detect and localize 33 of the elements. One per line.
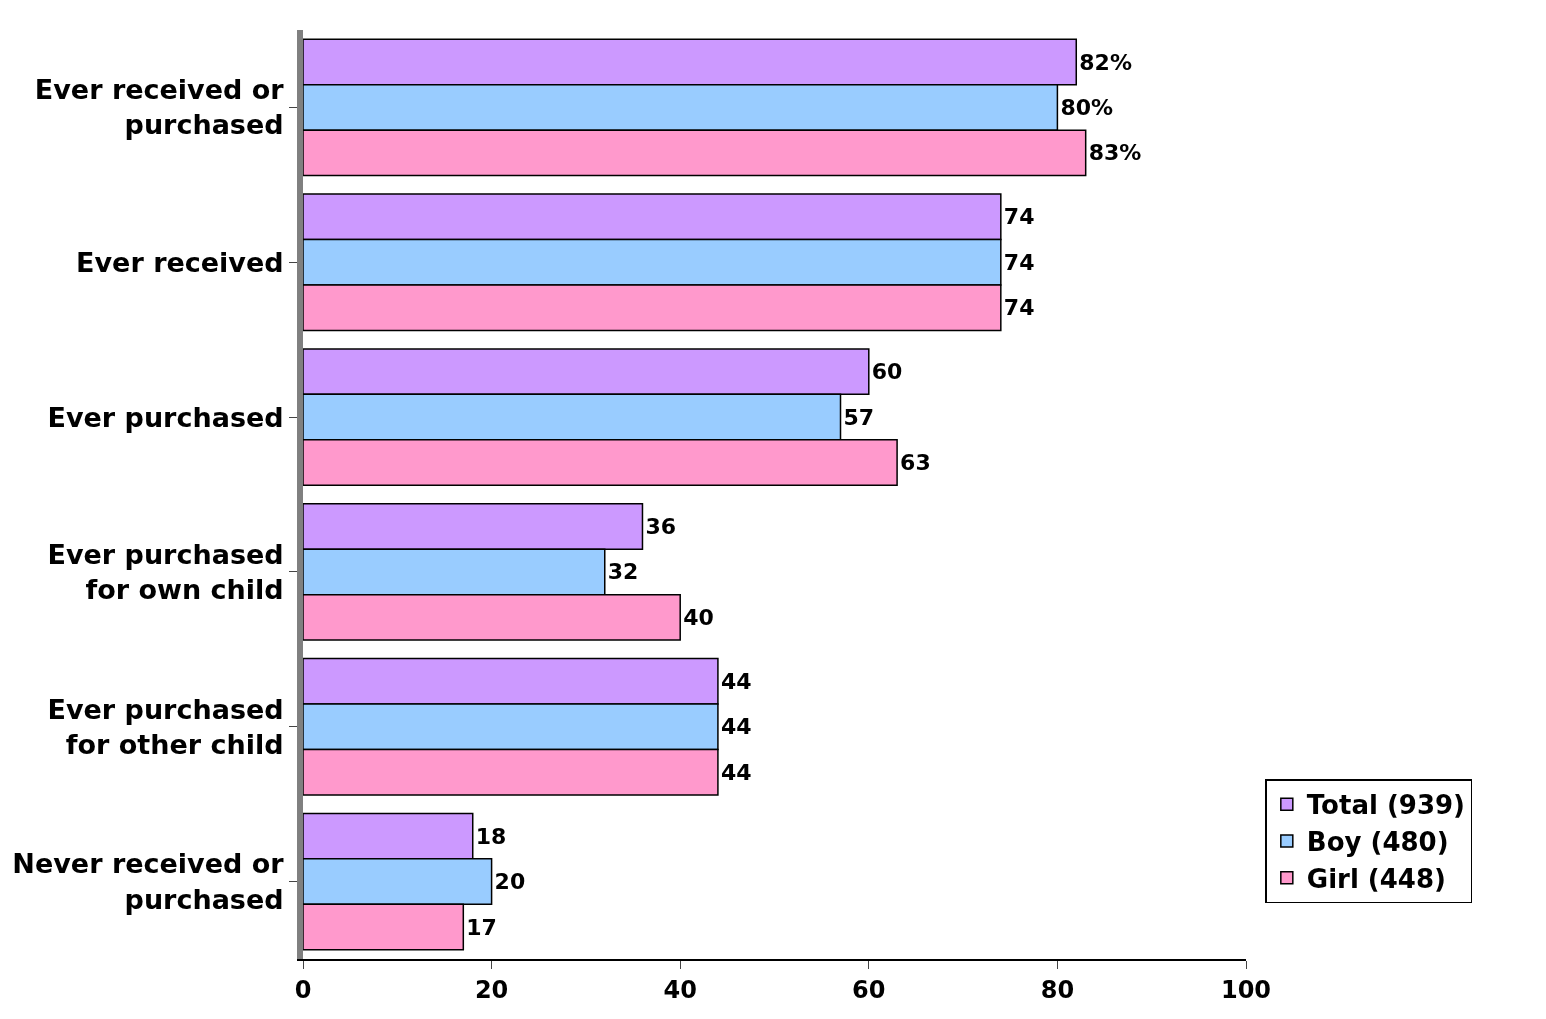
- data-label: 40: [683, 604, 714, 630]
- y-tick-label: Never received or purchased: [12, 848, 285, 915]
- data-label: 44: [720, 668, 752, 694]
- data-label: 57: [843, 404, 875, 430]
- data-label: 60: [871, 359, 903, 385]
- data-label: 83%: [1088, 140, 1142, 166]
- data-label: 74: [1003, 295, 1035, 321]
- data-label: 80%: [1060, 94, 1114, 120]
- y-tick-label: Ever purchased for other child: [47, 693, 284, 760]
- data-label: 44: [720, 759, 752, 785]
- y-tick-label: Ever received or purchased: [34, 74, 285, 141]
- data-label: 32: [607, 559, 639, 585]
- legend-label: Boy (480): [1306, 827, 1449, 858]
- y-tick-label: Ever purchased: [47, 401, 284, 433]
- data-label: 74: [1003, 204, 1035, 230]
- data-label: 17: [466, 914, 497, 940]
- x-tick-label: 60: [852, 975, 886, 1004]
- data-label: 82%: [1079, 49, 1132, 75]
- data-label: 44: [720, 714, 752, 740]
- legend-label: Total (939): [1306, 790, 1465, 821]
- x-tick-label: 20: [474, 975, 509, 1004]
- x-tick-label: 0: [294, 975, 312, 1004]
- x-tick-label: 40: [663, 975, 697, 1004]
- x-tick-label: 80: [1040, 975, 1075, 1004]
- legend-label: Girl (448): [1306, 863, 1446, 894]
- data-label: 20: [494, 869, 526, 895]
- data-label: 36: [645, 514, 677, 539]
- data-label: 63: [900, 450, 931, 475]
- y-tick-label: Ever received: [76, 246, 284, 278]
- data-label: 18: [475, 823, 507, 849]
- x-tick-label: 100: [1220, 975, 1272, 1004]
- y-tick-label: Ever purchased for own child: [47, 538, 284, 605]
- data-label: 74: [1003, 249, 1035, 275]
